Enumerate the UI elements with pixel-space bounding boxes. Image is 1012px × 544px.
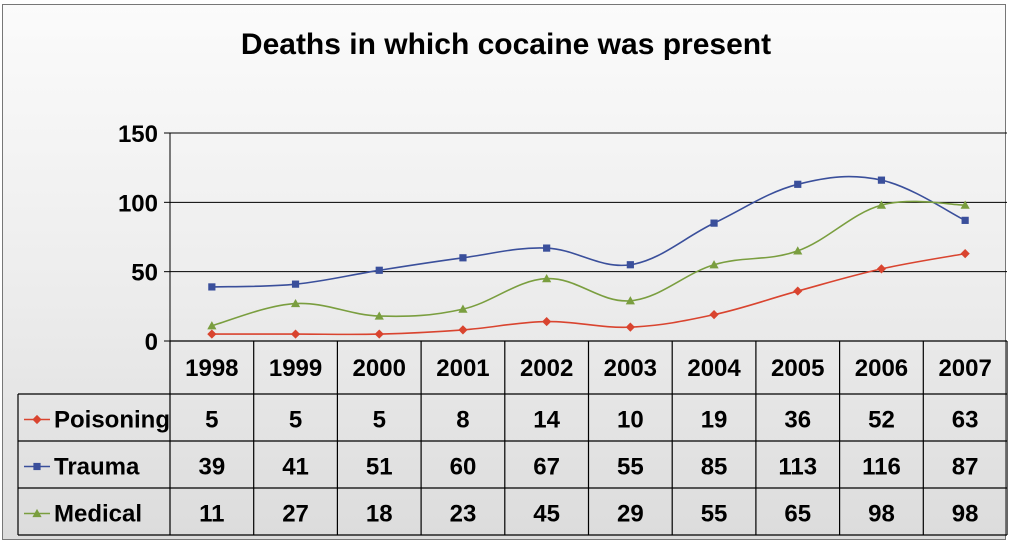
data-label-poisoning: 5 xyxy=(205,407,218,434)
series-line-poisoning xyxy=(211,252,966,336)
data-point-trauma xyxy=(961,216,969,224)
data-label-medical: 65 xyxy=(784,501,811,528)
data-label-medical: 11 xyxy=(199,501,224,528)
x-tick-label: 1998 xyxy=(185,355,238,382)
data-point-medical xyxy=(458,304,468,313)
data-point-medical xyxy=(793,246,803,255)
data-label-poisoning: 5 xyxy=(289,407,302,434)
data-point-trauma xyxy=(626,261,634,269)
data-label-poisoning: 5 xyxy=(373,407,386,434)
data-point-poisoning xyxy=(876,264,887,274)
x-tick-label: 2006 xyxy=(855,355,908,382)
y-tick-label: 0 xyxy=(145,329,158,356)
data-label-poisoning: 63 xyxy=(952,407,979,434)
data-point-medical xyxy=(207,321,217,330)
data-label-medical: 98 xyxy=(952,501,979,528)
data-label-medical: 18 xyxy=(366,501,393,528)
y-tick-label: 150 xyxy=(118,121,158,148)
data-point-poisoning xyxy=(793,286,803,296)
data-point-trauma xyxy=(291,280,300,288)
x-tick-label: 2004 xyxy=(687,355,741,382)
data-point-trauma xyxy=(877,176,886,184)
data-point-poisoning xyxy=(709,310,719,320)
chart-title: Deaths in which cocaine was present xyxy=(240,28,772,61)
data-label-medical: 29 xyxy=(617,501,644,528)
data-point-trauma xyxy=(459,254,467,262)
y-tick-label: 50 xyxy=(131,260,158,287)
data-point-medical xyxy=(876,200,887,209)
x-tick-label: 2005 xyxy=(771,355,824,382)
data-label-medical: 27 xyxy=(282,501,309,528)
data-point-poisoning xyxy=(542,316,552,327)
data-point-poisoning xyxy=(207,329,217,339)
data-label-poisoning: 52 xyxy=(868,407,895,434)
series-line-medical xyxy=(211,200,966,327)
data-label-trauma: 51 xyxy=(366,454,393,481)
data-point-medical xyxy=(709,260,719,269)
data-point-poisoning xyxy=(960,249,970,259)
data-label-trauma: 87 xyxy=(952,454,979,481)
data-point-trauma xyxy=(208,283,216,291)
data-label-trauma: 55 xyxy=(617,454,644,481)
data-label-poisoning: 8 xyxy=(456,407,469,434)
data-label-trauma: 41 xyxy=(282,454,309,481)
data-point-poisoning xyxy=(458,325,468,335)
data-label-trauma: 60 xyxy=(450,454,477,481)
data-point-trauma xyxy=(794,180,802,188)
data-point-poisoning xyxy=(374,329,384,339)
series-line-trauma xyxy=(211,175,966,288)
y-tick-label: 100 xyxy=(118,190,158,217)
data-label-trauma: 67 xyxy=(533,454,560,481)
data-point-trauma xyxy=(710,219,718,227)
data-point-trauma xyxy=(375,266,383,274)
x-tick-label: 2003 xyxy=(604,355,657,382)
data-point-medical xyxy=(960,200,970,209)
legend-label-trauma: Trauma xyxy=(54,454,140,481)
data-label-medical: 45 xyxy=(533,501,560,528)
data-label-medical: 55 xyxy=(701,501,728,528)
data-point-medical xyxy=(625,296,635,305)
data-point-poisoning xyxy=(625,322,635,332)
data-point-trauma xyxy=(543,244,551,252)
data-label-trauma: 113 xyxy=(778,454,817,481)
data-label-trauma: 39 xyxy=(198,454,225,481)
legend-key-marker-trauma xyxy=(33,462,41,471)
data-point-medical xyxy=(290,298,301,308)
x-tick-label: 2002 xyxy=(520,355,573,382)
x-tick-label: 2001 xyxy=(436,355,489,382)
x-tick-label: 1999 xyxy=(269,355,322,382)
data-label-medical: 23 xyxy=(450,501,477,528)
legend-key-marker-medical xyxy=(32,508,42,518)
x-tick-label: 2007 xyxy=(938,355,991,382)
data-label-trauma: 116 xyxy=(862,454,901,481)
legend-label-poisoning: Poisoning xyxy=(54,407,170,434)
x-tick-label: 2000 xyxy=(353,355,406,382)
data-label-poisoning: 19 xyxy=(701,407,728,434)
data-label-trauma: 85 xyxy=(701,454,728,481)
data-label-medical: 98 xyxy=(868,501,895,528)
data-point-medical xyxy=(374,311,384,320)
data-label-poisoning: 36 xyxy=(784,407,811,434)
data-label-poisoning: 10 xyxy=(617,407,644,434)
data-point-poisoning xyxy=(290,329,301,339)
data-point-medical xyxy=(542,274,552,283)
legend-label-medical: Medical xyxy=(54,501,142,528)
data-label-poisoning: 14 xyxy=(533,407,560,434)
legend-key-marker-poisoning xyxy=(32,414,42,425)
